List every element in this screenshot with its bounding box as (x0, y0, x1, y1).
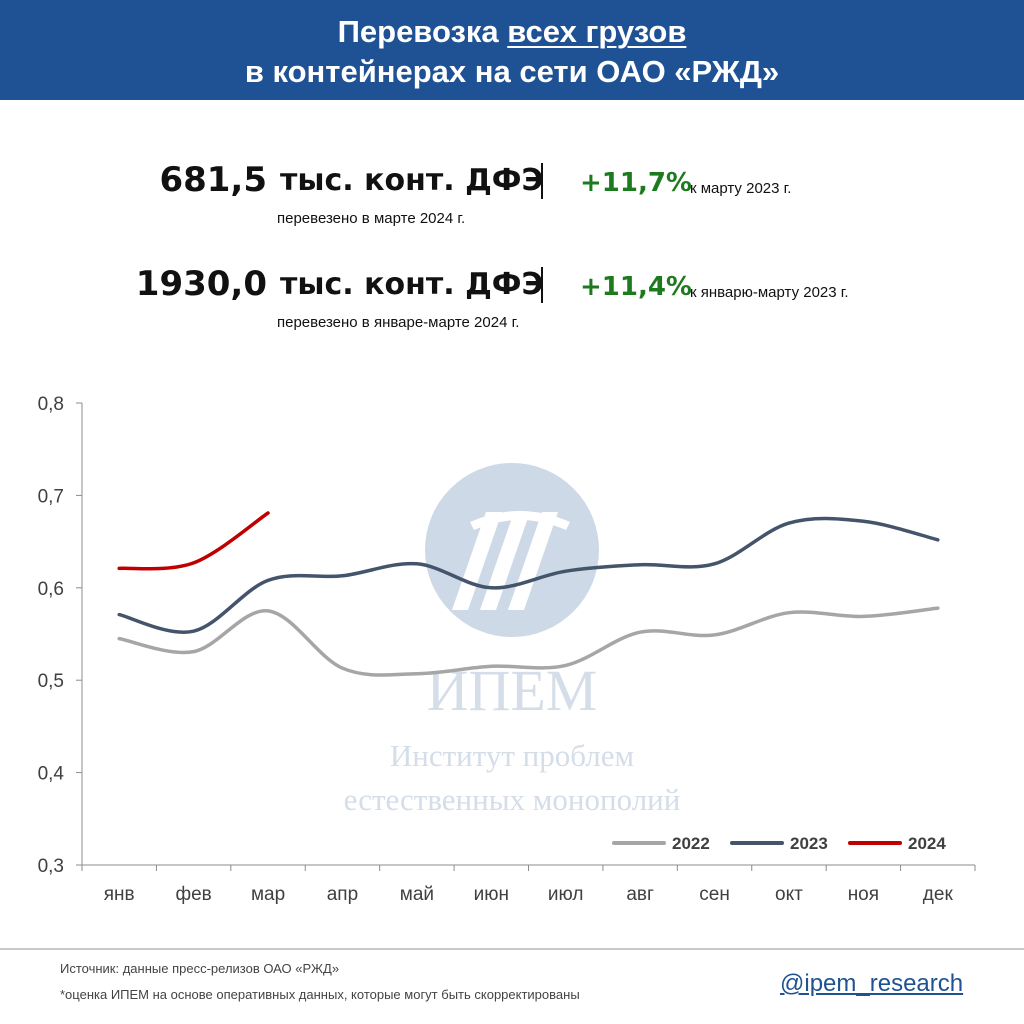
stat-comparison: к марту 2023 г. (690, 180, 792, 197)
legend-label-2024: 2024 (908, 834, 946, 853)
stat-value: 681,5 (159, 160, 267, 200)
x-tick-label: июл (548, 884, 584, 905)
chart-series (117, 511, 940, 677)
series-line-2023 (117, 516, 940, 634)
stat-separator (541, 163, 543, 199)
footer-note: *оценка ИПЕМ на основе оперативных данны… (60, 987, 580, 1002)
x-tick-label: июн (474, 884, 509, 905)
x-tick-label: янв (104, 884, 135, 905)
watermark-line-1: Институт проблем (390, 738, 634, 773)
legend-label-2023: 2023 (790, 834, 828, 853)
y-tick-label: 0,7 (38, 486, 64, 507)
series-line-2022 (117, 606, 940, 677)
x-tick-label: мар (251, 884, 285, 905)
x-tick-label: окт (775, 884, 803, 905)
title-underlined: всех грузов (507, 14, 687, 49)
x-tick-label: сен (699, 884, 730, 905)
stat-subtitle: перевезено в январе-марте 2024 г. (277, 314, 520, 331)
stat-subtitle: перевезено в марте 2024 г. (277, 210, 466, 227)
series-line-2024 (117, 511, 270, 571)
line-chart: ИПЕМ Институт проблем естественных моноп… (38, 394, 976, 905)
x-tick-label: авг (626, 884, 654, 905)
stat-separator (541, 267, 543, 303)
title-prefix: Перевозка (337, 14, 508, 49)
ipem-watermark: ИПЕМ Институт проблем естественных моноп… (344, 463, 681, 817)
stat-change: +11,7% (580, 168, 692, 198)
x-tick-label: дек (923, 884, 954, 905)
stat-unit: тыс. конт. ДФЭ (280, 163, 544, 198)
stat-unit: тыс. конт. ДФЭ (280, 267, 544, 302)
stat-change: +11,4% (580, 272, 692, 302)
x-tick-label: ноя (848, 884, 879, 905)
title-line-2: в контейнерах на сети ОАО «РЖД» (244, 54, 780, 89)
ipem-research-link[interactable]: @ipem_research (780, 970, 964, 997)
watermark-line-2: естественных монополий (344, 782, 681, 817)
footer-divider (0, 948, 1024, 950)
x-tick-label: фев (175, 884, 211, 905)
chart-axes: 0,3 0,4 0,5 0,6 0,7 0,8 янв фев мар апр май июн июл а… (38, 394, 976, 905)
stat-comparison: к январю-марту 2023 г. (690, 284, 849, 301)
y-tick-label: 0,8 (38, 394, 64, 415)
y-tick-label: 0,3 (38, 856, 64, 877)
watermark-logo-stripes (452, 511, 570, 610)
chart-legend: 2022 2023 2024 (612, 834, 946, 853)
legend-label-2022: 2022 (672, 834, 710, 853)
x-tick-label: апр (327, 884, 358, 905)
title-line-1: Перевозка всех грузов (0, 12, 1024, 52)
x-tick-label: май (400, 884, 434, 905)
y-tick-label: 0,4 (38, 764, 65, 785)
stat-value: 1930,0 (135, 264, 267, 304)
y-tick-label: 0,5 (38, 671, 64, 692)
header-banner: Перевозка всех грузов в контейнерах на с… (0, 0, 1024, 100)
y-tick-label: 0,6 (38, 579, 64, 600)
footer-source: Источник: данные пресс-релизов ОАО «РЖД» (60, 961, 340, 976)
